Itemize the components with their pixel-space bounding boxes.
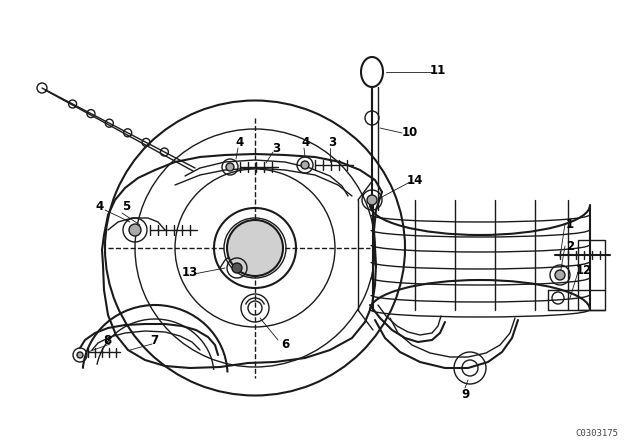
- Circle shape: [227, 220, 283, 276]
- Text: 1: 1: [566, 217, 574, 231]
- Text: 7: 7: [150, 333, 158, 346]
- Text: C0303175: C0303175: [575, 429, 618, 438]
- Circle shape: [301, 161, 309, 169]
- Circle shape: [367, 195, 377, 205]
- Text: 9: 9: [461, 388, 469, 401]
- Circle shape: [232, 263, 242, 273]
- Text: 4: 4: [236, 137, 244, 150]
- Text: 10: 10: [402, 126, 418, 139]
- Text: 12: 12: [576, 263, 592, 276]
- Circle shape: [226, 163, 234, 171]
- Text: 5: 5: [122, 201, 130, 214]
- Text: 3: 3: [272, 142, 280, 155]
- Text: 11: 11: [430, 64, 446, 77]
- Text: 3: 3: [328, 137, 336, 150]
- Text: 8: 8: [103, 333, 111, 346]
- Circle shape: [555, 270, 565, 280]
- Text: 2: 2: [566, 240, 574, 253]
- Text: 14: 14: [407, 173, 423, 186]
- Circle shape: [77, 352, 83, 358]
- Text: 4: 4: [302, 137, 310, 150]
- Circle shape: [129, 224, 141, 236]
- Text: 6: 6: [281, 339, 289, 352]
- Text: 13: 13: [182, 266, 198, 279]
- Text: 4: 4: [96, 201, 104, 214]
